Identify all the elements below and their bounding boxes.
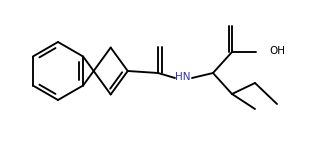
Text: HN: HN (175, 72, 191, 82)
Text: OH: OH (269, 46, 285, 56)
